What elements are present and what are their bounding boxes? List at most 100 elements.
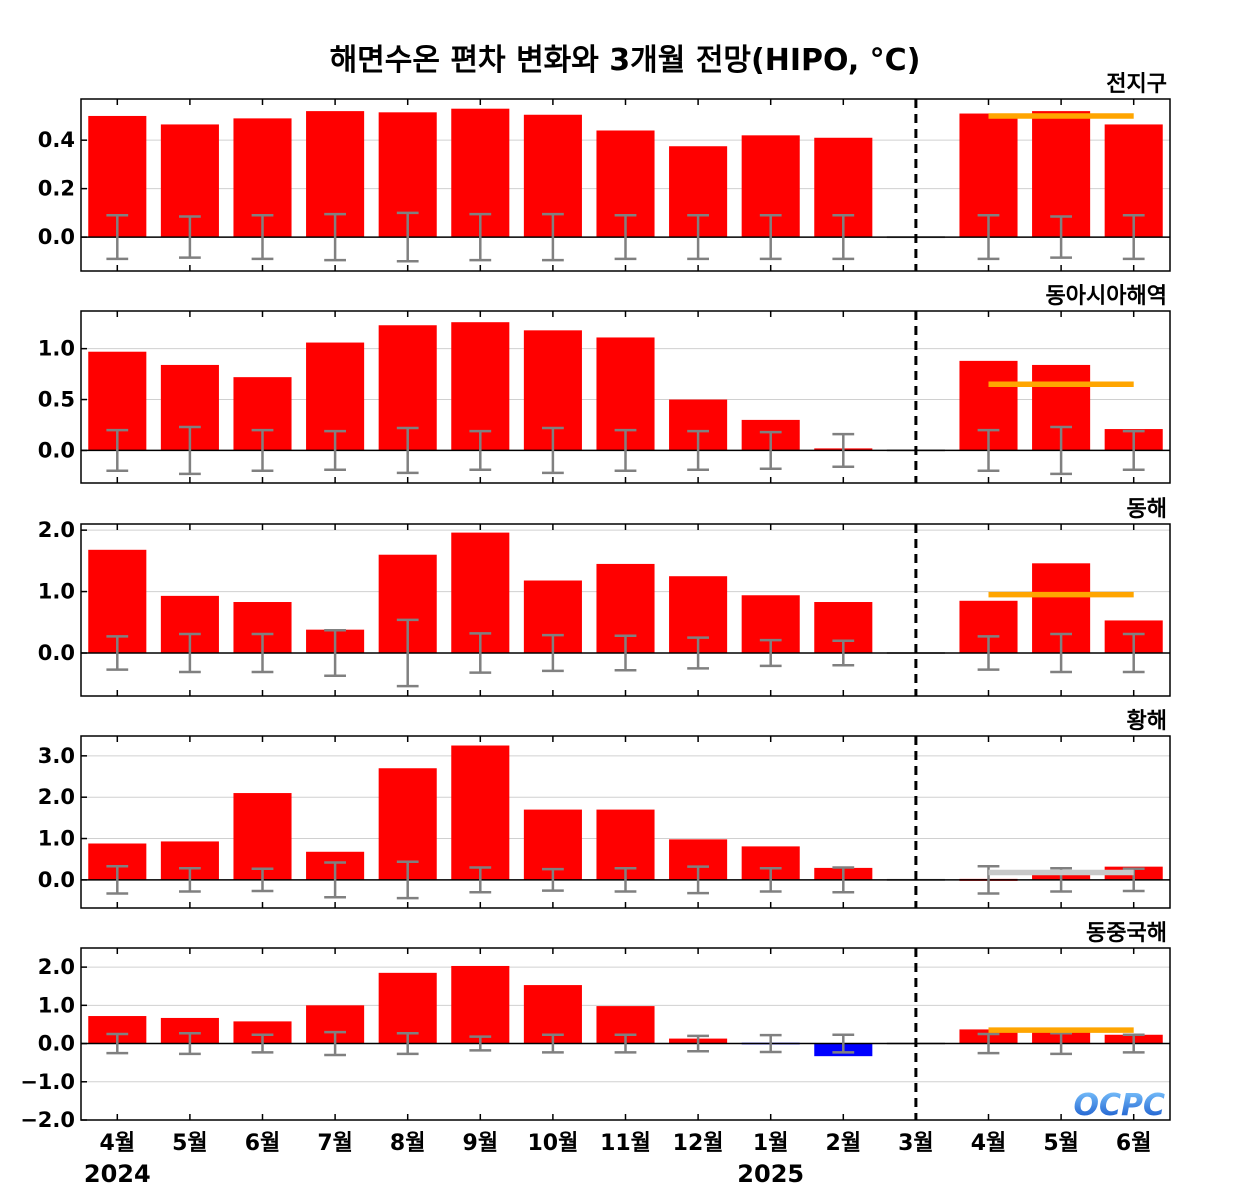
error-bar xyxy=(324,861,346,899)
error-bar xyxy=(977,635,1000,671)
bar xyxy=(451,745,510,880)
x-tick-label: 9월 xyxy=(463,1131,499,1156)
error-bar xyxy=(687,214,709,261)
error-bar xyxy=(324,629,346,677)
error-bar xyxy=(251,214,274,261)
error-bar xyxy=(324,212,346,262)
error-bar xyxy=(324,1030,346,1057)
error-bar xyxy=(106,214,129,261)
x-tick-label: 8월 xyxy=(390,1131,426,1156)
y-tick-label: 0.4 xyxy=(38,128,75,152)
error-bar xyxy=(832,214,855,261)
error-bar xyxy=(179,867,201,893)
panels-group: 전지구0.00.20.4동아시아해역0.00.51.0동해0.01.02.0황해… xyxy=(20,72,1171,1132)
error-bar xyxy=(832,639,855,667)
x-tick-label: 11월 xyxy=(600,1131,651,1156)
error-bar xyxy=(542,212,564,262)
y-tick-label: 1.0 xyxy=(38,337,75,361)
x-tick-label: 5월 xyxy=(172,1131,208,1156)
error-bar xyxy=(542,1033,564,1054)
error-bar xyxy=(1122,214,1145,261)
y-tick-label: 2.0 xyxy=(38,955,75,979)
bar xyxy=(451,965,510,1044)
error-bar xyxy=(832,432,855,468)
x-tick-label: 6월 xyxy=(245,1131,281,1156)
error-bar xyxy=(251,1033,274,1054)
error-bar xyxy=(469,1035,492,1052)
error-bar xyxy=(614,428,637,473)
error-bar xyxy=(687,429,709,472)
panel-3: 동해 0.0 1.0 2.0 xyxy=(38,497,1171,697)
panel-title: 동중국해 xyxy=(1086,921,1167,946)
x-axis-labels: 4월 5월 6월 7월 8월 9월 10월 11월 12월 1월 2월 3월 4월 5월 6월 2024 202… xyxy=(84,1131,1152,1188)
y-tick-label: 2.0 xyxy=(38,518,75,542)
panel-1: 전지구 0.0 0.2 0.4 xyxy=(38,72,1171,272)
panel-title: 동해 xyxy=(1127,497,1167,522)
error-bar xyxy=(687,865,709,895)
error-bar xyxy=(251,428,274,473)
error-bar xyxy=(1050,425,1072,476)
y-tick-label: 0.0 xyxy=(38,225,75,249)
x-tick-label: 2월 xyxy=(826,1131,862,1156)
error-bar xyxy=(469,866,492,894)
panel-title: 동아시아해역 xyxy=(1046,284,1167,309)
error-bar xyxy=(1050,1031,1072,1056)
error-bar xyxy=(542,633,564,673)
panel-4: 황해 0.0 1.0 2.0 3.0 xyxy=(38,709,1171,909)
bar xyxy=(233,793,292,880)
error-bar xyxy=(687,636,709,670)
error-bar xyxy=(179,425,201,476)
error-bar xyxy=(542,426,564,475)
error-bar xyxy=(106,428,129,473)
error-bar xyxy=(251,867,274,893)
error-bar xyxy=(687,1034,709,1053)
figure-title: 해면수온 편차 변화와 3개월 전망(HIPO, °C) xyxy=(330,43,921,78)
y-tick-label: 0.2 xyxy=(38,177,75,201)
error-bar xyxy=(1050,215,1072,259)
y-tick-label: 1.0 xyxy=(38,580,75,604)
bar xyxy=(233,1021,292,1044)
bar xyxy=(378,972,437,1044)
y-tick-label: 0.0 xyxy=(38,868,75,892)
error-bar xyxy=(469,429,492,472)
error-bar xyxy=(396,618,419,688)
error-bar xyxy=(106,864,129,895)
x-tick-label: 6월 xyxy=(1116,1131,1152,1156)
error-bar xyxy=(1122,429,1145,472)
x-tick-label: 10월 xyxy=(527,1131,578,1156)
x-tick-label: 7월 xyxy=(317,1131,353,1156)
error-bar xyxy=(324,429,346,472)
error-bar xyxy=(1122,1033,1145,1054)
error-bar xyxy=(832,1033,855,1054)
error-bar xyxy=(179,632,201,674)
year-label: 2024 xyxy=(84,1160,151,1188)
y-tick-label: 2.0 xyxy=(38,785,75,809)
x-tick-label: 3월 xyxy=(898,1131,934,1156)
y-tick-label: 1.0 xyxy=(38,827,75,851)
y-tick-label: −2.0 xyxy=(20,1108,75,1132)
panel-title: 황해 xyxy=(1127,709,1167,734)
y-tick-label: 3.0 xyxy=(38,744,75,768)
error-bar xyxy=(1050,632,1072,674)
ocpc-logo: OCPC xyxy=(1073,1088,1165,1123)
x-tick-label: 4월 xyxy=(971,1131,1007,1156)
error-bar xyxy=(977,214,1000,261)
y-tick-label: 0.0 xyxy=(38,641,75,665)
error-bar xyxy=(396,860,419,900)
error-bar xyxy=(614,634,637,672)
error-bar xyxy=(977,1032,1000,1055)
error-bar xyxy=(759,430,782,471)
y-tick-label: 0.0 xyxy=(38,1032,75,1056)
error-bar xyxy=(469,632,492,674)
error-bar xyxy=(542,867,564,892)
error-bar xyxy=(614,1033,637,1054)
y-tick-label: 1.0 xyxy=(38,993,75,1017)
y-tick-label: 0.0 xyxy=(38,438,75,462)
x-tick-label: 12월 xyxy=(673,1131,724,1156)
error-bar xyxy=(106,1032,129,1055)
logo-text: OCPC xyxy=(1073,1088,1165,1123)
error-bar xyxy=(251,632,274,674)
error-bar xyxy=(396,1031,419,1056)
error-bar xyxy=(469,212,492,262)
